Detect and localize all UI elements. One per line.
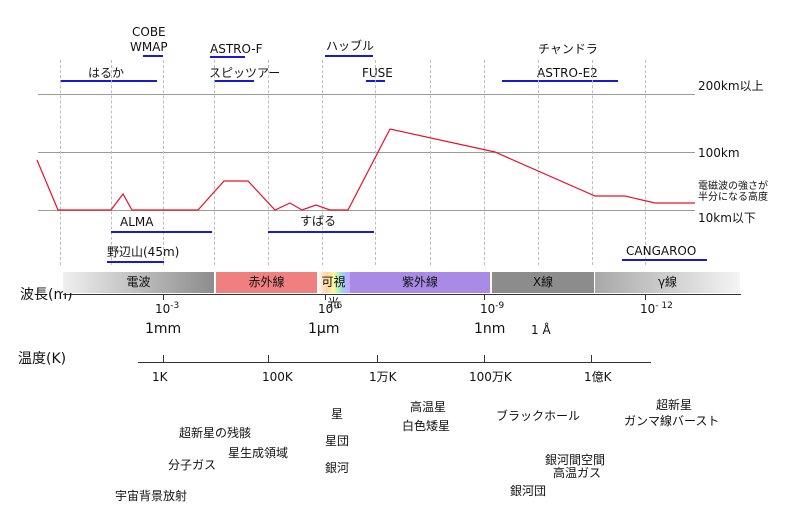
temperature-tick-label: 100万K	[469, 370, 512, 384]
obs-label-fuse: FUSE	[362, 66, 393, 80]
wavelength-tick	[484, 294, 485, 300]
temperature-tick	[591, 355, 592, 362]
haruka-line	[60, 80, 157, 82]
object-label: ブラックホール	[496, 409, 581, 423]
subaru-line	[268, 231, 374, 233]
absorption-curve	[36, 128, 695, 211]
cangaroo-line	[622, 259, 707, 261]
wavelength-tick-label: 10-3	[155, 301, 180, 316]
guide-line	[645, 60, 646, 265]
obs-label-wmap: WMAP	[130, 40, 168, 54]
altitude-200-gridline	[38, 94, 695, 95]
guide-line	[375, 60, 376, 265]
temperature-tick	[268, 355, 269, 362]
obs-label-alma: ALMA	[120, 215, 154, 229]
wavelength-axis-label: 波長(m)	[20, 287, 73, 303]
altitude-100-gridline	[38, 152, 695, 153]
object-label: 銀河間空間	[545, 453, 606, 467]
wavelength-tick-label: 10- 12	[640, 301, 673, 316]
astro-e2-line	[502, 80, 618, 82]
wavelength-tick-label: 10-9	[480, 301, 505, 316]
obs-label-astro-f: ASTRO-F	[210, 42, 263, 56]
temperature-tick	[377, 355, 378, 362]
temperature-tick-label: 1K	[152, 370, 168, 384]
obs-label-nobeyama: 野辺山(45m)	[107, 245, 180, 259]
wavelength-unit-1nm: 1nm	[474, 321, 506, 337]
obs-label-chandra: チャンドラ	[538, 42, 598, 56]
object-label: 宇宙背景放射	[115, 489, 188, 503]
obs-label-cobe: COBE	[132, 25, 166, 39]
band-xray: X線	[492, 272, 594, 293]
band-ultraviolet-label: 紫外線	[401, 275, 438, 289]
wavelength-tick	[163, 294, 164, 300]
temperature-tick	[163, 355, 164, 362]
half-strength-note-line1: 電磁波の強さが	[698, 181, 768, 192]
object-label: 銀河	[325, 461, 350, 475]
band-gamma-label: γ線	[657, 275, 678, 289]
guide-line	[60, 60, 61, 265]
band-visible-label: 可視光	[321, 275, 346, 310]
object-label: 星	[331, 407, 344, 421]
hubble-line	[325, 55, 373, 57]
object-label: 超新星	[656, 398, 693, 412]
object-label: 高温ガス	[553, 466, 602, 480]
wavelength-tick-label: 10-6	[318, 301, 343, 316]
obs-label-spitzer: スピッツアー	[209, 66, 281, 80]
guide-line	[268, 60, 269, 265]
temperature-tick	[484, 355, 485, 362]
band-infrared-label: 赤外線	[248, 275, 285, 289]
wavelength-unit-1um: 1μm	[308, 321, 340, 337]
guide-line	[214, 60, 215, 265]
wavelength-tick	[645, 294, 646, 300]
obs-label-haruka: はるか	[88, 66, 125, 80]
temperature-axis	[138, 362, 651, 363]
obs-label-subaru: すばる	[300, 214, 337, 228]
wavelength-axis	[63, 294, 741, 295]
guide-line	[538, 60, 539, 265]
temperature-axis-label: 温度(K)	[18, 351, 67, 367]
guide-line	[163, 60, 164, 265]
guide-line	[592, 60, 593, 265]
object-label: 星生成領域	[228, 446, 289, 460]
spitzer-line	[214, 80, 254, 82]
band-gamma: γ線	[595, 272, 740, 293]
wavelength-unit-1mm: 1mm	[145, 321, 182, 337]
object-label: 高温星	[410, 400, 447, 414]
wavelength-tick	[325, 294, 326, 300]
object-label: 星団	[325, 434, 350, 448]
band-radio: 電波	[63, 272, 214, 293]
altitude-label-100: 100km	[698, 146, 740, 160]
altitude-label-10: 10km以下	[698, 211, 756, 225]
object-label: 白色矮星	[402, 419, 451, 433]
nobeyama-line	[107, 261, 164, 263]
guide-line	[111, 60, 112, 265]
object-label: 銀河団	[510, 484, 547, 498]
band-infrared: 赤外線	[216, 272, 317, 293]
guide-line	[484, 60, 485, 265]
altitude-10-gridline	[38, 210, 695, 211]
band-xray-label: X線	[532, 275, 554, 289]
half-strength-note-line2: 半分になる高度	[698, 192, 768, 203]
temperature-tick-label: 1億K	[584, 370, 612, 384]
band-ultraviolet: 紫外線	[350, 272, 490, 293]
wmap-line	[143, 55, 163, 57]
object-label: ガンマ線バースト	[624, 414, 720, 428]
temperature-tick-label: 1万K	[369, 370, 397, 384]
band-radio-label: 電波	[126, 275, 151, 289]
guide-line	[322, 60, 323, 265]
obs-label-hubble: ハッブル	[326, 39, 375, 53]
obs-label-cangaroo: CANGAROO	[626, 244, 697, 258]
astro-f-line	[210, 56, 245, 58]
guide-line	[430, 60, 431, 265]
altitude-label-200: 200km以上	[698, 79, 764, 93]
wavelength-unit-angstrom: 1 Å	[531, 323, 551, 337]
band-visible: 可視光	[317, 272, 350, 310]
temperature-tick-label: 100K	[262, 370, 293, 384]
obs-label-astro-e2: ASTRO-E2	[537, 66, 598, 80]
alma-line	[111, 231, 212, 233]
object-label: 分子ガス	[168, 458, 217, 472]
object-label: 超新星の残骸	[179, 426, 252, 440]
